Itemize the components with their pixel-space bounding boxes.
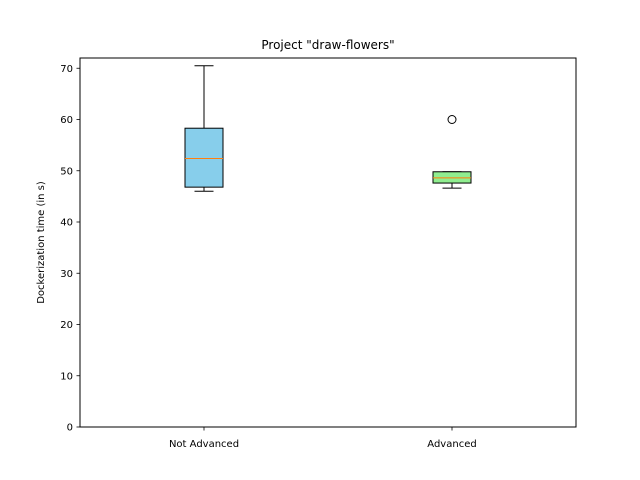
box — [184, 127, 224, 188]
axes-frame — [79, 57, 577, 428]
plot-area — [184, 65, 472, 192]
x-tick-label: Not Advanced — [169, 439, 239, 450]
y-axis-label: Dockerization time (in s) — [36, 181, 47, 304]
y-tick-label: 0 — [67, 423, 73, 434]
y-tick-label: 10 — [60, 371, 73, 382]
x-axis: Not Advanced Advanced — [169, 427, 477, 450]
box — [432, 171, 472, 184]
chart-title: Project "draw-flowers" — [261, 38, 394, 52]
y-tick-label: 60 — [60, 115, 73, 126]
y-tick-label: 50 — [60, 166, 73, 177]
y-tick-label: 30 — [60, 269, 73, 280]
y-tick-label: 70 — [60, 64, 73, 75]
y-axis: 0 10 20 30 40 50 60 70 — [60, 64, 80, 434]
outlier-point — [447, 115, 457, 124]
y-tick-label: 40 — [60, 218, 73, 229]
x-tick-label: Advanced — [427, 439, 476, 450]
y-tick-label: 20 — [60, 320, 73, 331]
